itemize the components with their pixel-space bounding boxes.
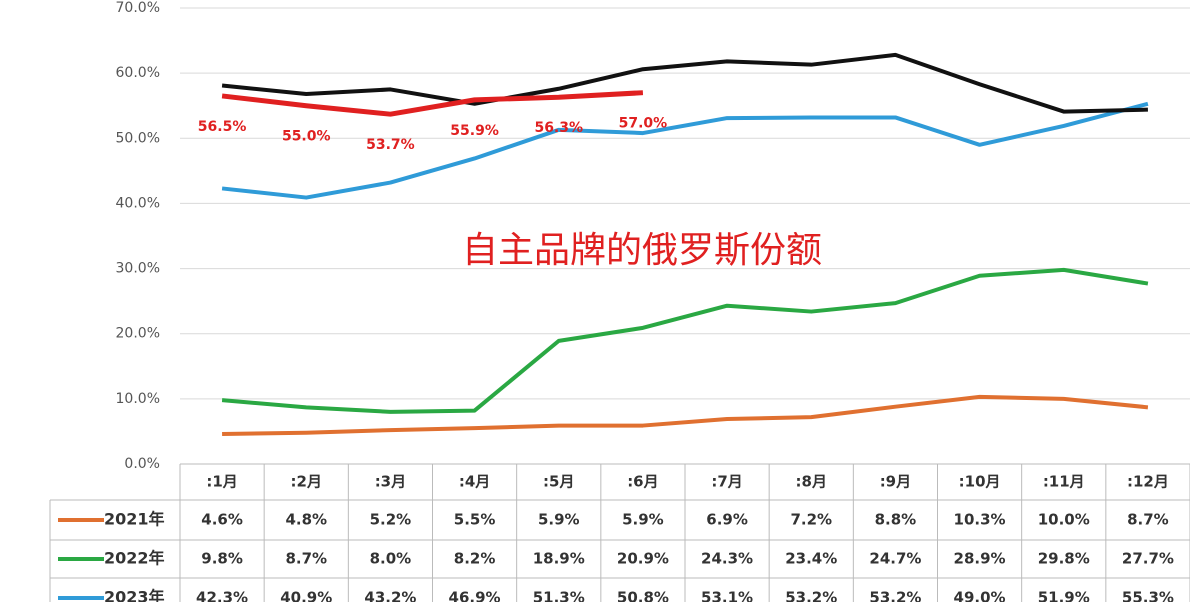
table-cell: 8.0% [370, 550, 412, 568]
series-line [222, 394, 1149, 437]
table-cell: 8.8% [875, 511, 917, 529]
table-cell: 8.7% [1127, 511, 1169, 529]
table-cell: 5.9% [622, 511, 664, 529]
data-label: 55.9% [450, 123, 499, 139]
legend-label: 2021年 [104, 510, 165, 529]
table-cell: 53.2% [785, 589, 837, 602]
y-tick-label: 70.0% [116, 0, 160, 16]
table-cell: 18.9% [533, 550, 585, 568]
table-cell: 6.9% [706, 511, 748, 529]
data-label: 53.7% [366, 137, 415, 153]
data-label: 56.3% [534, 120, 583, 136]
y-tick-label: 0.0% [124, 456, 160, 472]
x-tick-label: :5月 [543, 473, 574, 491]
x-tick-label: :8月 [796, 473, 827, 491]
series-line [221, 267, 1149, 414]
table-cell: 8.2% [454, 550, 496, 568]
table-cell: 55.3% [1122, 589, 1174, 602]
table-cell: 9.8% [201, 550, 243, 568]
table-cell: 27.7% [1122, 550, 1174, 568]
table-cell: 4.6% [201, 511, 243, 529]
table-cell: 24.3% [701, 550, 753, 568]
table-cell: 46.9% [449, 589, 501, 602]
data-label: 57.0% [619, 116, 668, 132]
table-cell: 28.9% [954, 550, 1006, 568]
x-tick-label: :9月 [880, 473, 911, 491]
table-cell: 42.3% [196, 589, 248, 602]
table-cell: 10.0% [1038, 511, 1090, 529]
table-cell: 5.5% [454, 511, 496, 529]
table-cell: 51.3% [533, 589, 585, 602]
x-tick-label: :11月 [1043, 473, 1085, 491]
x-tick-label: :1月 [206, 473, 237, 491]
annotation: 自主品牌的俄罗斯份额 [462, 230, 822, 271]
table-cell: 50.8% [617, 589, 669, 602]
x-tick-label: :6月 [627, 473, 658, 491]
series-line [221, 101, 1149, 200]
y-tick-label: 50.0% [116, 130, 160, 146]
x-tick-label: :4月 [459, 473, 490, 491]
table-cell: 23.4% [785, 550, 837, 568]
x-tick-label: :10月 [959, 473, 1001, 491]
table-cell: 43.2% [364, 589, 416, 602]
table-cell: 53.2% [869, 589, 921, 602]
table-cell: 53.1% [701, 589, 753, 602]
y-tick-label: 60.0% [116, 65, 160, 81]
table-cell: 8.7% [285, 550, 327, 568]
x-tick-label: :7月 [711, 473, 742, 491]
y-tick-label: 20.0% [116, 326, 160, 342]
x-tick-label: :2月 [291, 473, 322, 491]
y-tick-label: 40.0% [116, 195, 160, 211]
table-cell: 7.2% [790, 511, 832, 529]
x-tick-label: :3月 [375, 473, 406, 491]
table-cell: 5.9% [538, 511, 580, 529]
table-cell: 5.2% [370, 511, 412, 529]
table-cell: 20.9% [617, 550, 669, 568]
legend-label: 2022年 [104, 549, 165, 568]
data-label: 55.0% [282, 129, 331, 145]
table-cell: 40.9% [280, 589, 332, 602]
x-tick-label: :12月 [1127, 473, 1169, 491]
legend-label: 2023年 [104, 588, 165, 602]
table-cell: 10.3% [954, 511, 1006, 529]
y-tick-label: 10.0% [116, 391, 160, 407]
table-cell: 24.7% [869, 550, 921, 568]
series-line [221, 52, 1148, 114]
y-tick-label: 30.0% [116, 261, 160, 277]
data-label: 56.5% [198, 119, 247, 135]
series-line [221, 90, 644, 117]
table-cell: 4.8% [285, 511, 327, 529]
table-cell: 29.8% [1038, 550, 1090, 568]
table-cell: 51.9% [1038, 589, 1090, 602]
table-cell: 49.0% [954, 589, 1006, 602]
